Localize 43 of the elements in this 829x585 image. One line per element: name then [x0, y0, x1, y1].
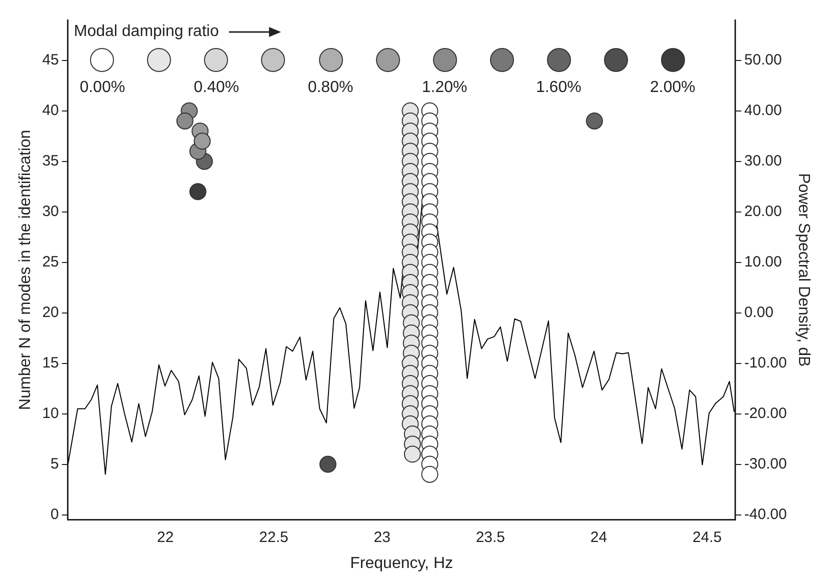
point: [176, 112, 194, 130]
y2-tick-label: 10.00: [744, 253, 782, 270]
point: [421, 466, 438, 483]
y2-tick-label: -10.00: [744, 354, 787, 372]
y-tick-label: 40: [42, 102, 59, 120]
y2-tick-label: 20.00: [744, 202, 782, 220]
point: [586, 112, 603, 130]
legend-label: 1.60%: [536, 78, 582, 98]
point: [194, 132, 211, 150]
x-tick-label: 22.5: [259, 528, 288, 546]
y-tick-label: 0: [50, 506, 59, 523]
x-axis-title: Frequency, Hz: [350, 554, 454, 572]
point: [189, 183, 206, 200]
x-tick-label: 23.5: [476, 528, 506, 546]
y-tick-label: 25: [42, 253, 59, 270]
legend-label: 0.40%: [194, 78, 240, 98]
y-axis-title: Number N of modes in the identification: [17, 130, 34, 410]
y-tick-label: 20: [42, 304, 59, 321]
y-tick-label: 15: [42, 354, 59, 372]
y-tick-label: 45: [42, 52, 59, 69]
x-tick-label: 24: [590, 528, 608, 546]
y2-tick-label: 40.00: [744, 102, 782, 120]
x-tick-label: 23: [374, 528, 390, 546]
y-tick-label: 35: [42, 152, 59, 170]
legend-label: 0.80%: [308, 78, 354, 98]
x-tick-label: 22: [157, 528, 174, 546]
y-tick-label: 10: [42, 404, 59, 422]
y2-tick-label: -30.00: [744, 455, 787, 472]
point: [404, 446, 421, 463]
x-tick-label: 24.5: [692, 528, 722, 546]
legend-label: 0.00%: [80, 78, 126, 98]
legend-label: 1.20%: [422, 78, 468, 98]
y2-tick-label: 30.00: [744, 152, 782, 170]
y-tick-label: 5: [50, 455, 59, 472]
legend-label: 2.00%: [650, 78, 696, 98]
y2-tick-label: -20.00: [744, 404, 787, 422]
legend-title: Modal damping ratio: [74, 22, 219, 42]
y2-axis-title: Power Spectral Density, dB: [794, 173, 812, 367]
y2-tick-label: 50.00: [744, 52, 782, 69]
y2-tick-label: 0.00: [744, 304, 774, 321]
point: [319, 456, 336, 473]
y-tick-label: 30: [42, 202, 59, 220]
y2-tick-label: -40.00: [744, 506, 787, 523]
